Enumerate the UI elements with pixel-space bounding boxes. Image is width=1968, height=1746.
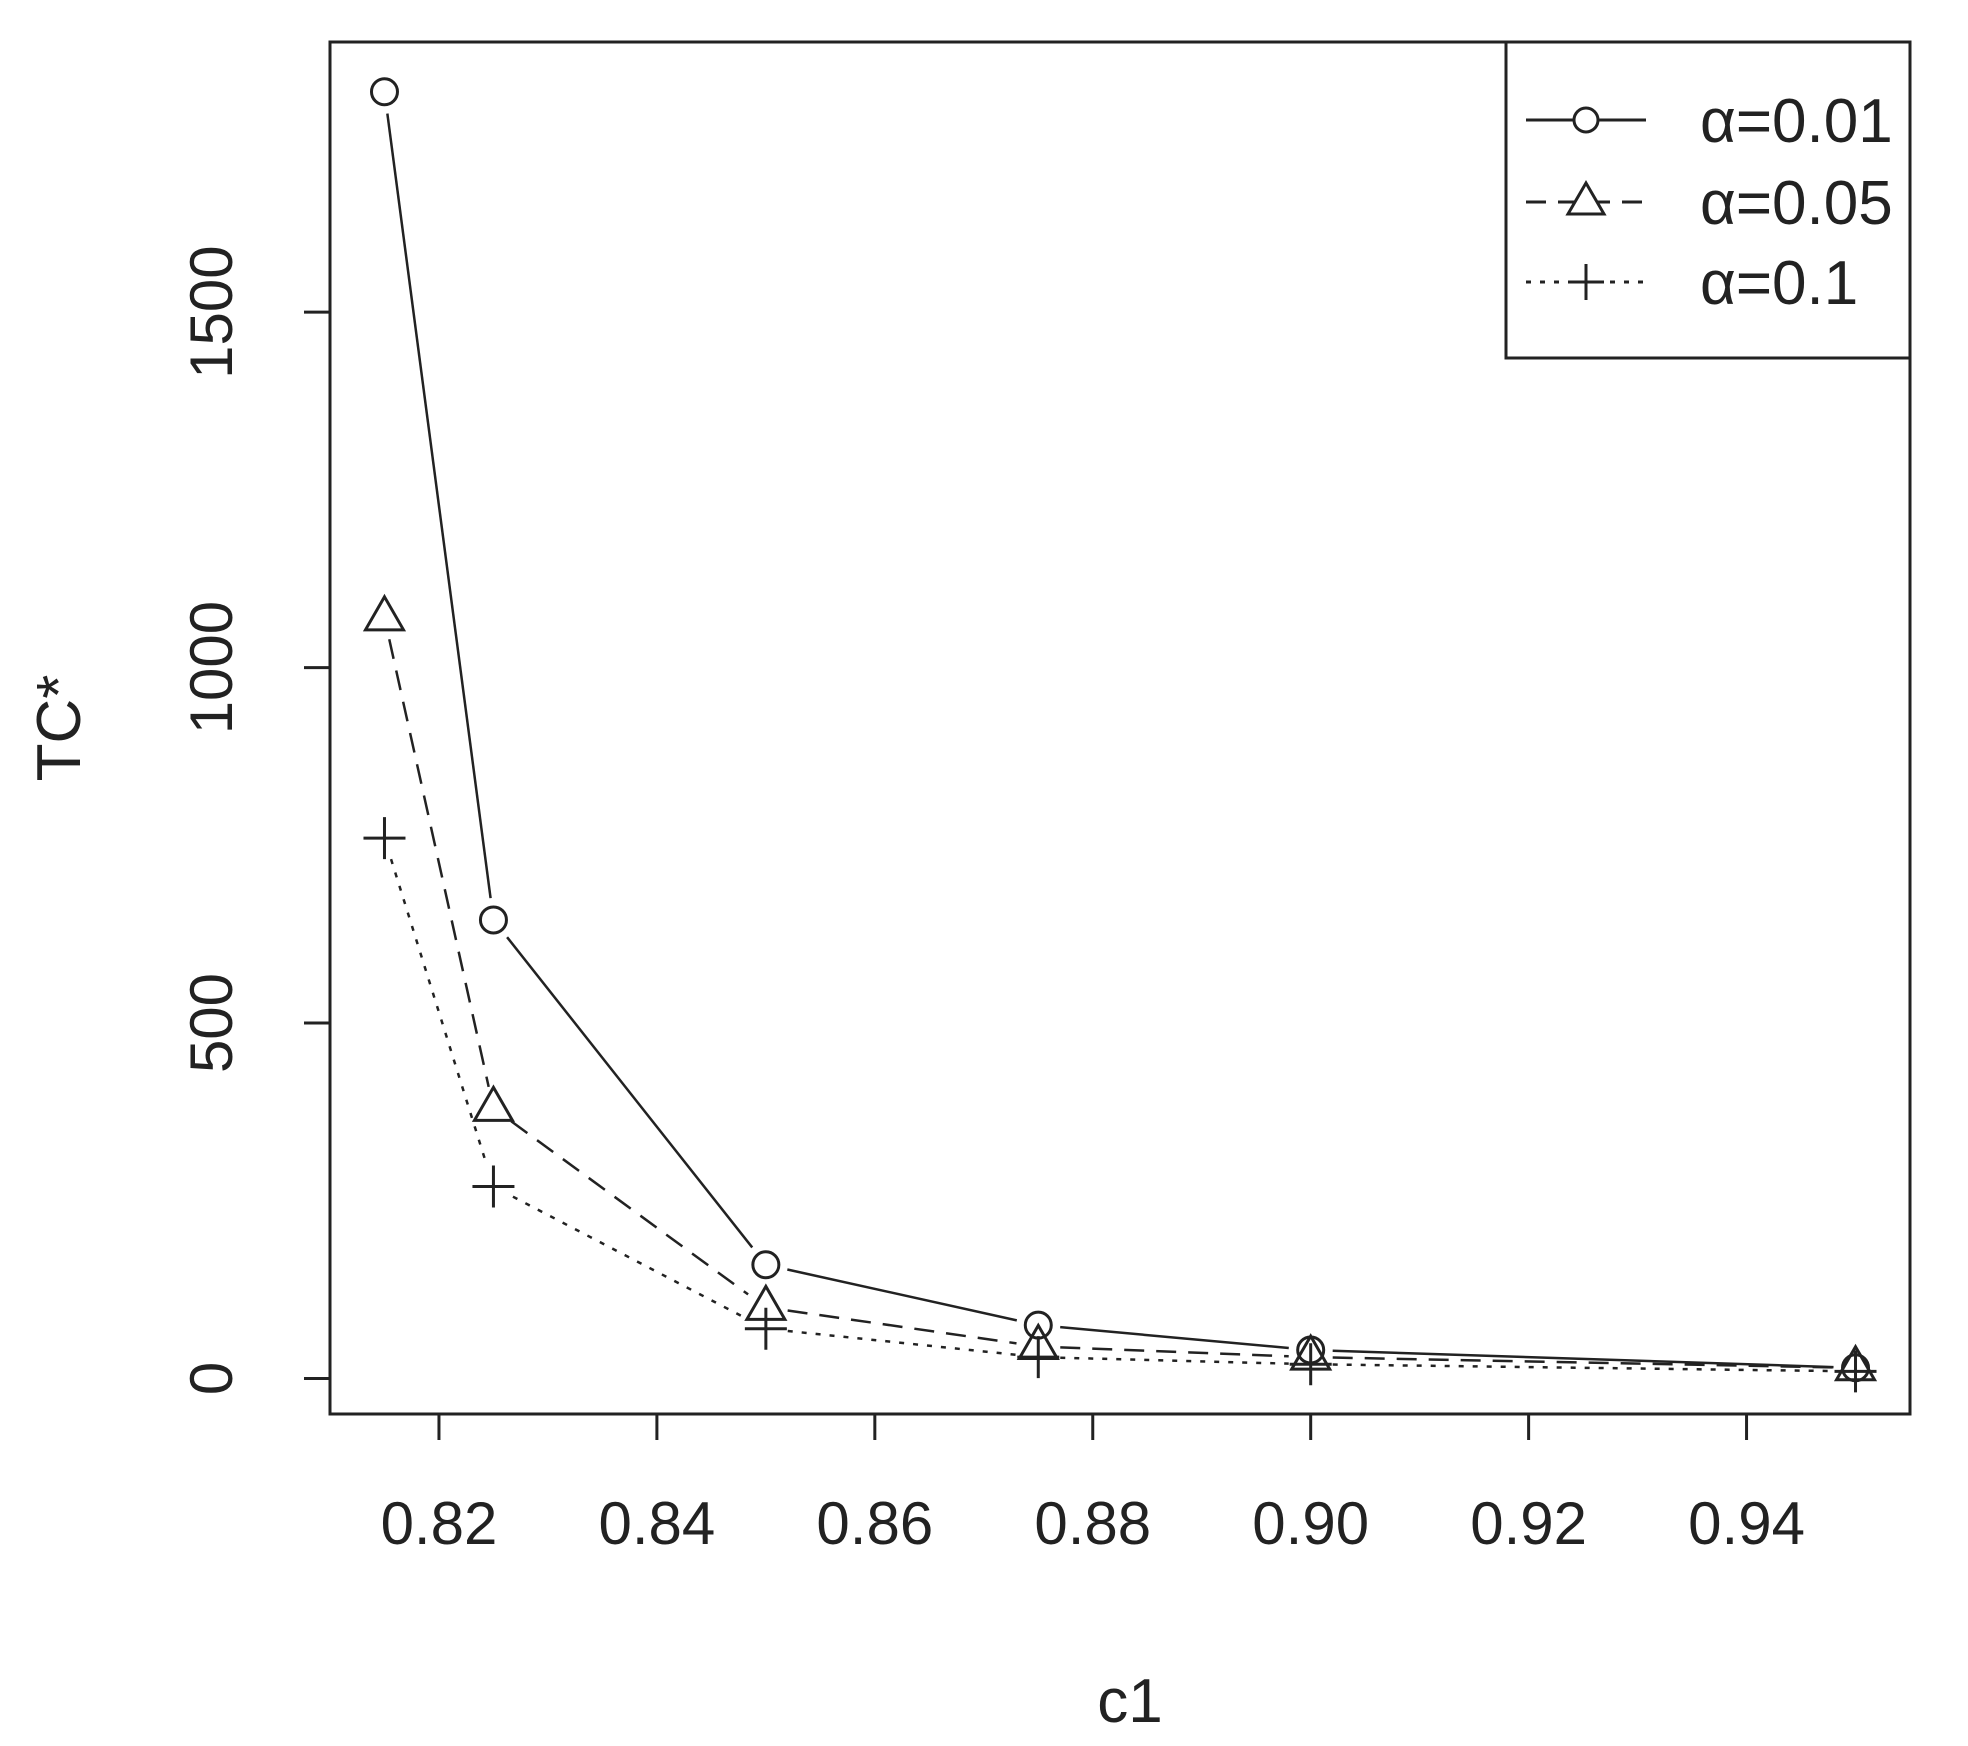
y-tick-label: 1000 bbox=[178, 601, 245, 734]
data-point-circle bbox=[369, 77, 399, 107]
series-2-segment bbox=[787, 1309, 1017, 1345]
legend: α=0.01 α=0.05 α=0.1 bbox=[1504, 40, 1912, 360]
y-tick-label: 1500 bbox=[178, 245, 245, 378]
series-1-segment bbox=[787, 1268, 1018, 1322]
series-3-segment bbox=[389, 858, 489, 1166]
data-point-circle bbox=[751, 1250, 781, 1280]
data-point-plus bbox=[1017, 1336, 1060, 1379]
x-tick-label: 0.84 bbox=[599, 1490, 716, 1557]
series-2-segment bbox=[1332, 1356, 1834, 1369]
series-2-segment bbox=[388, 639, 490, 1088]
legend-entry-1: α=0.01 bbox=[1526, 87, 1893, 156]
x-tick-label: 0.92 bbox=[1470, 1490, 1587, 1557]
series-1-segment bbox=[386, 113, 492, 899]
data-point-plus bbox=[1289, 1343, 1332, 1386]
series-3-segment bbox=[1060, 1356, 1289, 1365]
series-2-segment bbox=[510, 1120, 749, 1296]
y-tick-label: 500 bbox=[178, 973, 245, 1073]
series-layer bbox=[362, 77, 1878, 1393]
series-3 bbox=[363, 817, 1877, 1393]
x-tick-label: 0.94 bbox=[1688, 1490, 1805, 1557]
series-3-segment bbox=[787, 1329, 1017, 1357]
plot-frame bbox=[328, 40, 1912, 1416]
legend-label-1: α=0.01 bbox=[1700, 87, 1893, 156]
legend-marker-1 bbox=[1572, 106, 1600, 134]
legend-marker-3 bbox=[1568, 264, 1604, 300]
data-point-plus bbox=[1834, 1350, 1877, 1393]
series-2-segment bbox=[1060, 1346, 1289, 1358]
data-point-plus bbox=[744, 1307, 787, 1350]
data-point-triangle bbox=[362, 593, 407, 632]
x-tick-label: 0.90 bbox=[1252, 1490, 1369, 1557]
legend-entry-2: α=0.05 bbox=[1526, 169, 1893, 238]
data-point-circle bbox=[478, 905, 508, 935]
legend-box bbox=[1504, 40, 1912, 360]
y-axis-title: TC* bbox=[25, 675, 94, 782]
series-1-segment bbox=[506, 936, 754, 1249]
y-tick-label: 0 bbox=[178, 1362, 245, 1395]
x-axis: 0.82 0.84 0.86 0.88 0.90 0.92 0.94 bbox=[381, 1414, 1805, 1557]
y-axis: 0 500 1000 1500 bbox=[178, 245, 330, 1395]
data-point-triangle bbox=[471, 1084, 516, 1122]
legend-label-3: α=0.1 bbox=[1700, 249, 1858, 318]
legend-label-2: α=0.05 bbox=[1700, 169, 1893, 238]
x-tick-label: 0.82 bbox=[381, 1490, 498, 1557]
legend-entry-3: α=0.1 bbox=[1526, 249, 1858, 318]
x-tick-label: 0.88 bbox=[1034, 1490, 1151, 1557]
series-3-segment bbox=[512, 1195, 747, 1320]
x-axis-title: c1 bbox=[1097, 1667, 1162, 1736]
series-1-segment bbox=[1060, 1325, 1289, 1350]
series-1-segment bbox=[1332, 1349, 1834, 1369]
legend-marker-2 bbox=[1565, 180, 1607, 216]
series-2 bbox=[362, 593, 1878, 1382]
data-point-plus bbox=[363, 817, 406, 860]
x-tick-label: 0.86 bbox=[816, 1490, 933, 1557]
data-point-plus bbox=[472, 1165, 515, 1208]
